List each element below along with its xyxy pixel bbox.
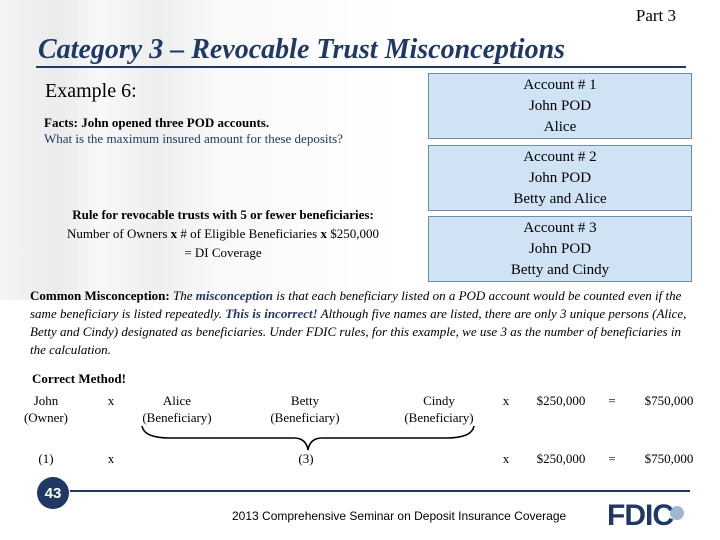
account-owner: John POD	[528, 97, 592, 114]
total-amount: $750,000	[644, 451, 694, 466]
misconception-text-a: The	[169, 288, 196, 303]
misconception-text-c: Although five names are listed, there ar…	[30, 306, 687, 357]
times-sign: x	[107, 393, 115, 408]
misconception-text-b: is that each beneficiary listed on a POD…	[30, 288, 682, 321]
misconception-paragraph: Common Misconception: The misconception …	[30, 287, 690, 359]
account-number: Account # 3	[523, 219, 597, 236]
rule-block: Rule for revocable trusts with 5 or fewe…	[18, 205, 428, 262]
owner-name: John	[33, 393, 59, 408]
beneficiary-name: Alice	[162, 393, 192, 408]
facts-question: What is the maximum insured amount for t…	[44, 131, 343, 146]
beneficiary-cindy: Cindy (Beneficiary)	[396, 392, 482, 426]
part-label: Part 3	[635, 6, 676, 25]
incorrect-callout: This is incorrect!	[225, 306, 318, 321]
times-sign: x	[502, 393, 510, 408]
rule-result: = DI Coverage	[184, 245, 262, 260]
rule-times-2: x	[320, 226, 327, 241]
account-number: Account # 2	[523, 148, 597, 165]
coverage-amount: $250,000	[536, 451, 586, 466]
beneficiary-alice: Alice (Beneficiary)	[134, 392, 220, 426]
facts-block: Facts: John opened three POD accounts. W…	[44, 115, 384, 147]
equals-sign: =	[608, 393, 616, 408]
account-owner: John POD	[528, 169, 592, 186]
beneficiary-role: (Beneficiary)	[404, 410, 474, 425]
facts-label: Facts:	[44, 115, 78, 130]
footer-rule	[70, 490, 690, 492]
owner-cell: John (Owner)	[18, 392, 74, 426]
beneficiary-betty: Betty (Beneficiary)	[262, 392, 348, 426]
beneficiary-count: (3)	[298, 451, 314, 466]
seal-icon	[670, 506, 684, 520]
rule-heading: Rule for revocable trusts with 5 or fewe…	[72, 207, 374, 222]
times-sign: x	[502, 451, 510, 466]
page-number: 43	[37, 477, 69, 509]
beneficiary-name: Cindy	[423, 393, 455, 408]
facts-line1: John opened three POD accounts.	[77, 115, 270, 130]
beneficiary-role: (Beneficiary)	[142, 410, 212, 425]
misconception-emphasis: misconception	[195, 288, 274, 303]
account-beneficiaries: Betty and Cindy	[510, 261, 610, 278]
equals-sign: =	[608, 451, 616, 466]
owner-role: (Owner)	[23, 410, 69, 425]
rule-amount: $250,000	[326, 226, 379, 241]
page-title: Category 3 – Revocable Trust Misconcepti…	[38, 34, 566, 65]
fdic-logo-text: FDIC	[607, 499, 673, 529]
account-number: Account # 1	[523, 76, 597, 93]
account-box-3: Account # 3 John POD Betty and Cindy	[428, 216, 692, 282]
account-box-1: Account # 1 John POD Alice	[428, 73, 692, 139]
beneficiary-name: Betty	[290, 393, 320, 408]
fdic-logo: FDIC	[607, 499, 684, 529]
account-beneficiaries: Alice	[543, 118, 577, 135]
account-box-2: Account # 2 John POD Betty and Alice	[428, 145, 692, 211]
title-underline	[36, 66, 686, 68]
correct-method-label: Correct Method!	[32, 371, 126, 386]
owner-count: (1)	[38, 451, 54, 466]
account-beneficiaries: Betty and Alice	[513, 190, 607, 207]
example-heading: Example 6:	[45, 80, 137, 102]
rule-formula: Number of Owners x # of Eligible Benefic…	[18, 224, 428, 243]
total-amount: $750,000	[644, 393, 694, 408]
account-owner: John POD	[528, 240, 592, 257]
rule-owners: Number of Owners	[67, 226, 171, 241]
beneficiary-role: (Beneficiary)	[270, 410, 340, 425]
grouping-brace	[141, 425, 475, 451]
footer-text: 2013 Comprehensive Seminar on Deposit In…	[232, 509, 567, 523]
times-sign: x	[107, 451, 115, 466]
misconception-lead: Common Misconception:	[30, 288, 170, 303]
coverage-amount: $250,000	[536, 393, 586, 408]
rule-times-1: x	[170, 226, 178, 241]
rule-beneficiaries: # of Eligible Beneficiaries	[177, 226, 321, 241]
